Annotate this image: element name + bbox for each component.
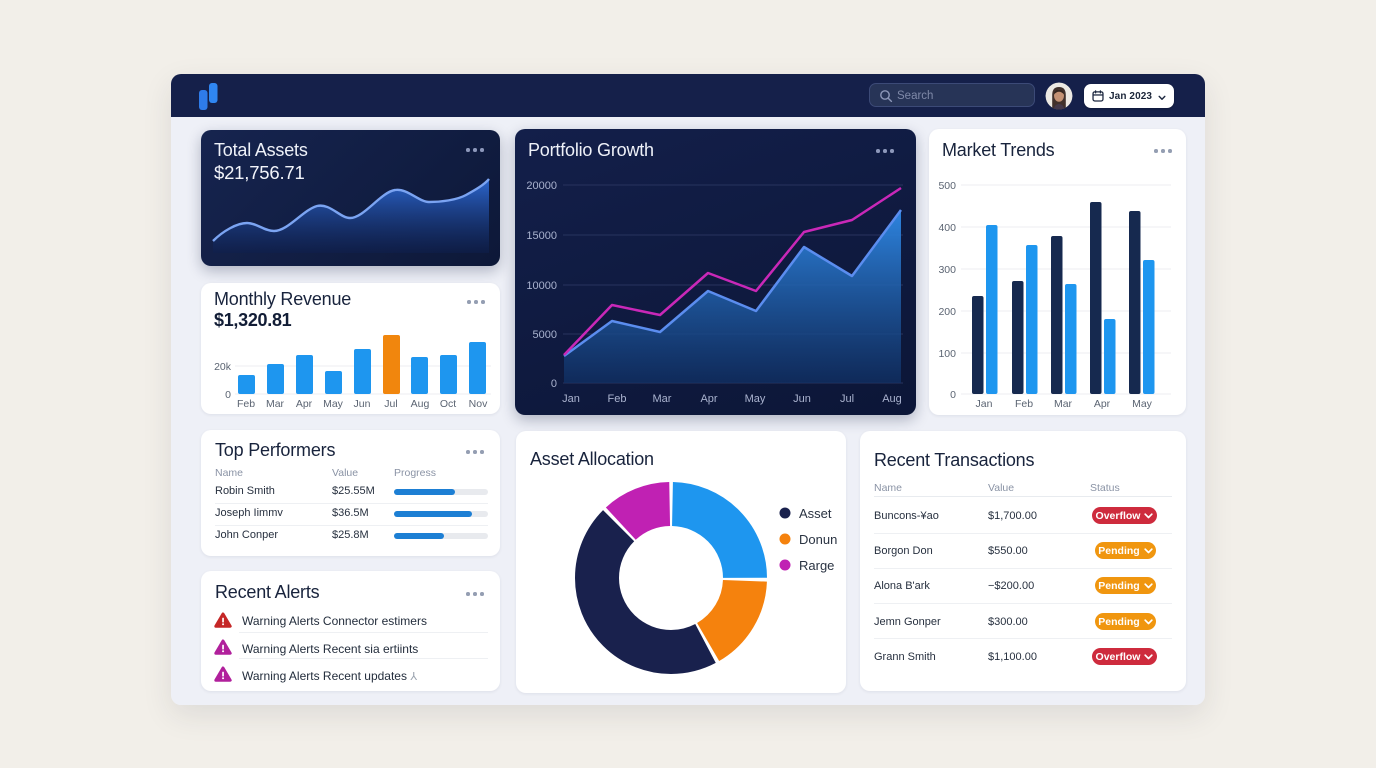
svg-text:Apr: Apr	[700, 393, 717, 405]
svg-text:Feb: Feb	[608, 393, 627, 405]
svg-text:Jun: Jun	[354, 398, 371, 410]
svg-text:Apr: Apr	[1094, 398, 1111, 410]
svg-text:0: 0	[225, 389, 231, 401]
svg-text:Mar: Mar	[653, 393, 672, 405]
svg-text:May: May	[745, 393, 766, 405]
svg-text:Jan: Jan	[562, 393, 580, 405]
svg-text:Nov: Nov	[469, 398, 488, 410]
svg-text:20k: 20k	[214, 361, 232, 373]
svg-text:20000: 20000	[526, 180, 557, 192]
svg-text:15000: 15000	[526, 230, 557, 242]
svg-text:Jun: Jun	[793, 393, 811, 405]
svg-text:400: 400	[938, 222, 956, 234]
svg-text:500: 500	[938, 180, 956, 192]
svg-text:May: May	[323, 398, 344, 410]
svg-text:Mar: Mar	[266, 398, 285, 410]
svg-text:Oct: Oct	[440, 398, 456, 410]
svg-text:10000: 10000	[526, 280, 557, 292]
svg-text:Asset: Asset	[799, 506, 832, 521]
svg-text:Rarge: Rarge	[799, 558, 834, 573]
svg-text:Donun: Donun	[799, 532, 837, 547]
svg-text:Aug: Aug	[882, 393, 902, 405]
svg-text:Jul: Jul	[840, 393, 854, 405]
svg-text:0: 0	[950, 389, 956, 401]
svg-text:300: 300	[938, 264, 956, 276]
svg-text:Apr: Apr	[296, 398, 313, 410]
svg-text:May: May	[1132, 398, 1153, 410]
svg-text:Aug: Aug	[411, 398, 430, 410]
svg-text:0: 0	[551, 378, 557, 390]
svg-text:Mar: Mar	[1054, 398, 1073, 410]
svg-text:Jan: Jan	[976, 398, 993, 410]
svg-text:Feb: Feb	[237, 398, 255, 410]
svg-text:200: 200	[938, 306, 956, 318]
svg-text:Jul: Jul	[384, 398, 397, 410]
svg-text:100: 100	[938, 348, 956, 360]
svg-text:5000: 5000	[533, 329, 557, 341]
svg-text:Feb: Feb	[1015, 398, 1033, 410]
